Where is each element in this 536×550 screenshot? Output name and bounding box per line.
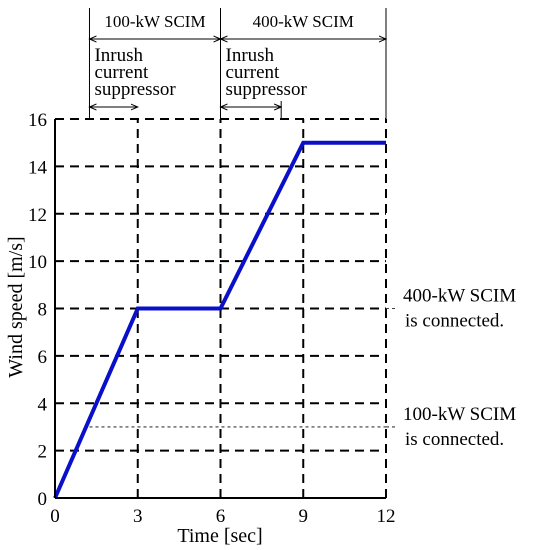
suppressor-label-0-line2: current (94, 62, 149, 83)
interval-label-0: 100-kW SCIM (104, 12, 205, 31)
suppressor-label-0-line3: suppressor (94, 79, 176, 100)
y-tick-label-2: 2 (38, 442, 48, 463)
suppressor-label-0-line1: Inrush (94, 45, 143, 66)
y-tick-label-14: 14 (28, 157, 48, 178)
x-tick-label-9: 9 (299, 506, 309, 527)
y-tick-label-12: 12 (28, 205, 47, 226)
y-tick-label-10: 10 (28, 252, 47, 273)
threshold-label-1-line1: 100-kW SCIM (403, 404, 516, 425)
threshold-label-1-line2: is connected. (405, 429, 504, 450)
y-tick-label-0: 0 (38, 489, 48, 510)
suppressor-label-1-line2: current (226, 62, 281, 83)
x-tick-label-12: 12 (377, 506, 396, 527)
annotations: 400-kW SCIM is connected. 100-kW SCIM is co… (89, 8, 516, 450)
suppressor-label-1-line3: suppressor (226, 79, 308, 100)
axes: 0 2 4 6 8 10 12 14 16 0 3 6 9 12 (28, 110, 396, 527)
y-tick-label-6: 6 (38, 347, 48, 368)
y-tick-label-4: 4 (38, 394, 48, 415)
y-tick-label-8: 8 (38, 300, 48, 321)
x-tick-label-6: 6 (216, 506, 226, 527)
threshold-label-0-line2: is connected. (405, 311, 504, 332)
threshold-label-0-line1: 400-kW SCIM (403, 286, 516, 307)
y-axis-label: Wind speed [m/s] (5, 236, 27, 377)
x-tick-label-3: 3 (133, 506, 143, 527)
y-tick-label-16: 16 (28, 110, 47, 131)
x-tick-label-0: 0 (50, 506, 60, 527)
suppressor-label-1-line1: Inrush (226, 45, 275, 66)
x-axis-label: Time [sec] (177, 525, 262, 547)
interval-label-1: 400-kW SCIM (253, 12, 354, 31)
